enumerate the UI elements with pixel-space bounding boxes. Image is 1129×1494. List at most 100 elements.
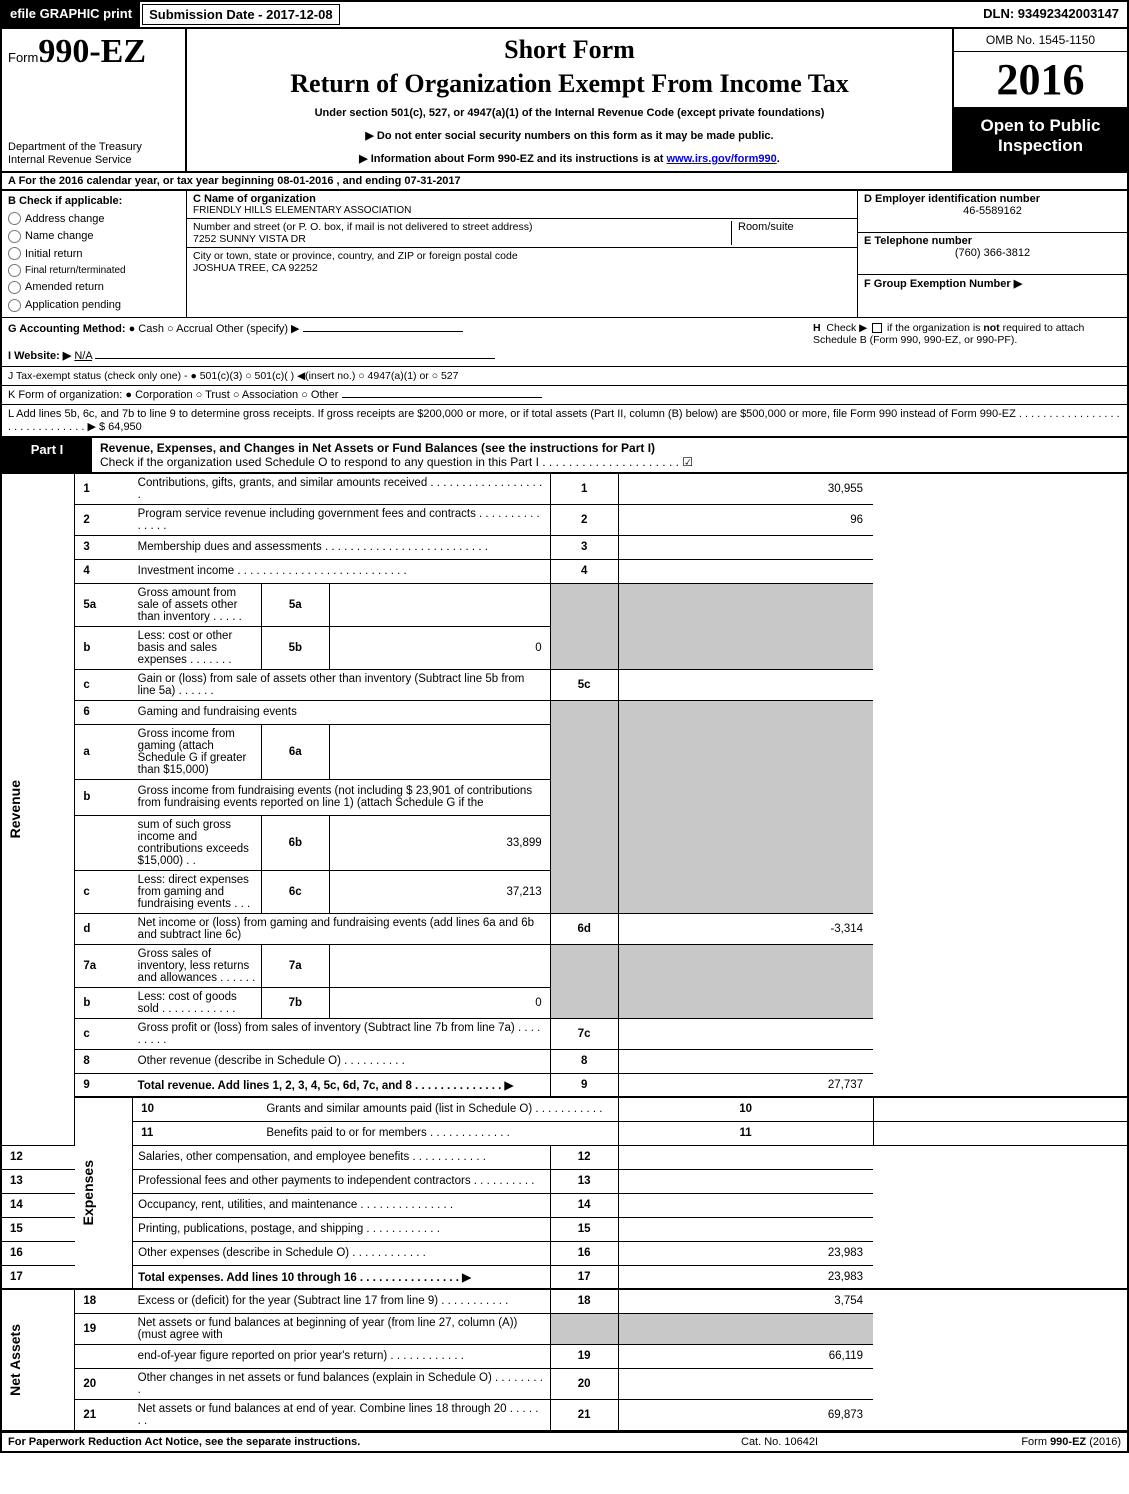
d-ein-label: D Employer identification number — [864, 193, 1121, 205]
footer-left: For Paperwork Reduction Act Notice, see … — [8, 1436, 741, 1448]
under-section: Under section 501(c), 527, or 4947(a)(1)… — [197, 107, 942, 119]
b-label: B Check if applicable: — [8, 193, 180, 211]
k-other-line[interactable] — [342, 397, 542, 398]
side-expenses-text: Expenses — [80, 1160, 96, 1225]
line-6: 6 Gaming and fundraising events — [1, 700, 1128, 724]
i-line — [95, 358, 495, 359]
b-opt-initial[interactable]: Initial return — [8, 246, 180, 264]
b-opt-pending[interactable]: Application pending — [8, 297, 180, 315]
omb-number: OMB No. 1545-1150 — [954, 29, 1127, 52]
line-19b: end-of-year figure reported on prior yea… — [1, 1344, 1128, 1368]
chk-application-pending[interactable] — [8, 299, 21, 312]
b-opt-address-lbl: Address change — [25, 213, 105, 225]
line-16: 16Other expenses (describe in Schedule O… — [1, 1241, 1128, 1265]
l4-desc: Investment income . . . . . . . . . . . … — [133, 559, 551, 583]
l12-num: 12 — [1, 1145, 75, 1169]
row-j-tax-exempt: J Tax-exempt status (check only one) - ●… — [0, 367, 1129, 386]
chk-name-change[interactable] — [8, 230, 21, 243]
efile-graphic-print: efile GRAPHIC print — [2, 2, 140, 27]
l19-desc: Net assets or fund balances at beginning… — [133, 1313, 551, 1344]
l7ab-rval-grey — [618, 944, 873, 1018]
c-street-value: 7252 SUNNY VISTA DR — [193, 233, 731, 245]
line-5a: 5a Gross amount from sale of assets othe… — [1, 583, 1128, 626]
line-15: 15Printing, publications, postage, and s… — [1, 1217, 1128, 1241]
section-b-to-f: B Check if applicable: Address change Na… — [0, 191, 1129, 318]
g-other-line[interactable] — [303, 331, 463, 332]
k-text: K Form of organization: ● Corporation ○ … — [8, 389, 338, 401]
l8-num: 8 — [75, 1049, 133, 1073]
e-phone-label: E Telephone number — [864, 235, 1121, 247]
l7b-desc: Less: cost of goods sold . . . . . . . .… — [133, 987, 262, 1018]
chk-amended-return[interactable] — [8, 281, 21, 294]
col-c-org-info: C Name of organization FRIENDLY HILLS EL… — [187, 191, 857, 317]
l6a-inval — [329, 724, 550, 779]
b-opt-final[interactable]: Final return/terminated — [8, 263, 180, 279]
line-17: 17Total expenses. Add lines 10 through 1… — [1, 1265, 1128, 1289]
b-opt-address[interactable]: Address change — [8, 211, 180, 229]
l5a-desc: Gross amount from sale of assets other t… — [133, 583, 262, 626]
l6d-num: d — [75, 913, 133, 944]
b-opt-name-lbl: Name change — [25, 230, 94, 242]
l11-rnum: 11 — [618, 1121, 873, 1145]
g-label: G Accounting Method: — [8, 323, 126, 335]
l14-rnum: 14 — [550, 1193, 618, 1217]
line-20: 20Other changes in net assets or fund ba… — [1, 1368, 1128, 1399]
f-group-label: F Group Exemption Number ▶ — [864, 277, 1121, 290]
l4-rval — [618, 559, 873, 583]
form-number: Form990-EZ — [8, 33, 179, 71]
c-name-row: C Name of organization FRIENDLY HILLS EL… — [187, 191, 857, 219]
l5a-innum: 5a — [261, 583, 329, 626]
open-to-public: Open to Public Inspection — [954, 108, 1127, 171]
l9-rnum: 9 — [550, 1073, 618, 1097]
l18-num: 18 — [75, 1289, 133, 1313]
form-990ez: 990-EZ — [38, 33, 146, 70]
info-post: . — [777, 153, 780, 165]
l11-desc: Benefits paid to or for members . . . . … — [261, 1121, 618, 1145]
l6b2-desc: sum of such gross income and contributio… — [133, 815, 262, 870]
dept-treasury: Department of the Treasury — [8, 141, 179, 154]
l12-rval — [618, 1145, 873, 1169]
side-net-assets: Net Assets — [1, 1289, 75, 1431]
l7c-rnum: 7c — [550, 1018, 618, 1049]
l6a-num: a — [75, 724, 133, 779]
dept-irs: Internal Revenue Service — [8, 154, 179, 167]
l8-desc: Other revenue (describe in Schedule O) .… — [133, 1049, 551, 1073]
chk-final-return[interactable] — [8, 264, 21, 277]
department: Department of the Treasury Internal Reve… — [8, 141, 179, 167]
b-opt-amended[interactable]: Amended return — [8, 279, 180, 297]
l21-desc: Net assets or fund balances at end of ye… — [133, 1399, 551, 1431]
l6d-desc: Net income or (loss) from gaming and fun… — [133, 913, 551, 944]
c-room-label: Room/suite — [731, 221, 851, 245]
irs-link[interactable]: www.irs.gov/form990 — [667, 153, 777, 165]
l10-desc: Grants and similar amounts paid (list in… — [261, 1097, 618, 1121]
h-checkbox[interactable] — [872, 323, 882, 333]
l6c-innum: 6c — [261, 870, 329, 913]
l17-rval: 23,983 — [618, 1265, 873, 1289]
chk-initial-return[interactable] — [8, 247, 21, 260]
top-spacer — [342, 2, 976, 27]
form-header-mid: Short Form Return of Organization Exempt… — [187, 29, 952, 171]
b-opt-name[interactable]: Name change — [8, 228, 180, 246]
l5b-inval: 0 — [329, 626, 550, 669]
l2-rval: 96 — [618, 504, 873, 535]
line-19: 19 Net assets or fund balances at beginn… — [1, 1313, 1128, 1344]
col-g-i: G Accounting Method: ● Cash ○ Accrual Ot… — [2, 318, 807, 366]
l1-num: 1 — [75, 474, 133, 505]
i-label: I Website: ▶ — [8, 350, 71, 362]
line-3: 3 Membership dues and assessments . . . … — [1, 535, 1128, 559]
l12-rnum: 12 — [550, 1145, 618, 1169]
part-1-subtitle: Check if the organization used Schedule … — [100, 455, 693, 469]
l19b-rnum: 19 — [550, 1344, 618, 1368]
l6b-num: b — [75, 779, 133, 815]
chk-address-change[interactable] — [8, 212, 21, 225]
l7a-num: 7a — [75, 944, 133, 987]
lines-table: Revenue 1 Contributions, gifts, grants, … — [0, 474, 1129, 1432]
l5c-num: c — [75, 669, 133, 700]
l7b-inval: 0 — [329, 987, 550, 1018]
l14-rval — [618, 1193, 873, 1217]
l1-desc: Contributions, gifts, grants, and simila… — [133, 474, 551, 505]
l14-num: 14 — [1, 1193, 75, 1217]
col-b-checkboxes: B Check if applicable: Address change Na… — [2, 191, 187, 317]
l19b-rval: 66,119 — [618, 1344, 873, 1368]
l6-rval-grey — [618, 700, 873, 913]
